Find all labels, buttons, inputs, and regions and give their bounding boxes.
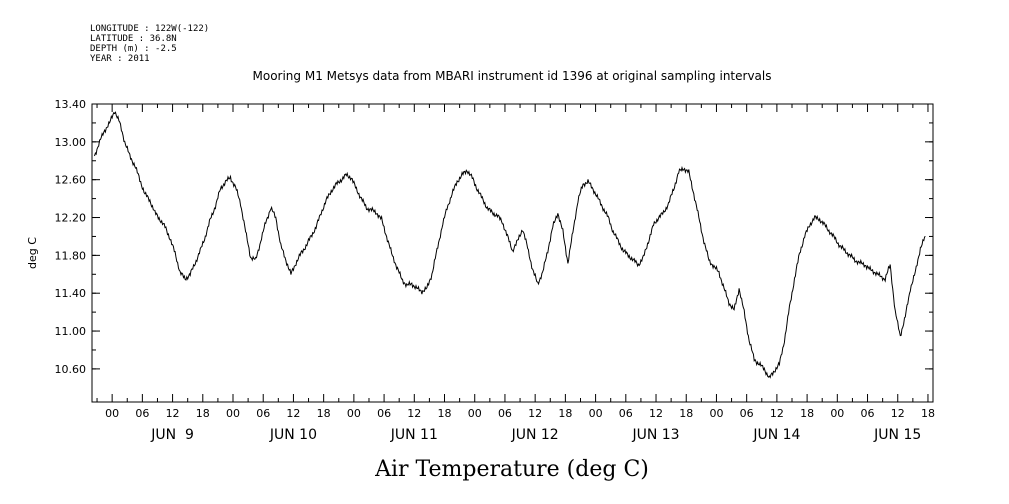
y-tick-label: 12.20 xyxy=(55,212,87,225)
x-tick-label: 18 xyxy=(558,407,572,420)
x-tick-label: 06 xyxy=(861,407,875,420)
x-tick-label: 18 xyxy=(317,407,331,420)
day-label: JUN 14 xyxy=(752,427,800,443)
day-label: JUN 12 xyxy=(511,427,559,443)
y-tick-label: 13.40 xyxy=(55,98,87,111)
chart-title: Mooring M1 Metsys data from MBARI instru… xyxy=(253,69,772,83)
series-layer xyxy=(94,111,926,379)
x-axis-title: Air Temperature (deg C) xyxy=(374,457,649,482)
x-tick-label: 06 xyxy=(256,407,270,420)
year-text: YEAR : 2011 xyxy=(90,54,150,64)
x-tick-label: 06 xyxy=(619,407,633,420)
x-tick-label: 18 xyxy=(438,407,452,420)
x-tick-label: 12 xyxy=(528,407,542,420)
metadata-block: LONGITUDE : 122W(-122) LATITUDE : 36.8N … xyxy=(90,24,209,64)
x-tick-label: 18 xyxy=(679,407,693,420)
y-tick-label: 11.40 xyxy=(55,287,87,300)
x-tick-label: 00 xyxy=(347,407,361,420)
y-tick-label: 10.60 xyxy=(55,363,87,376)
day-label: JUN 13 xyxy=(631,427,679,443)
day-label: JUN 15 xyxy=(873,427,921,443)
x-tick-label: 06 xyxy=(498,407,512,420)
x-tick-label: 12 xyxy=(407,407,421,420)
x-tick-label: 00 xyxy=(830,407,844,420)
x-tick-label: 00 xyxy=(105,407,119,420)
y-axis: 13.40 13.00 12.60 12.20 11.80 11.40 11.00 10.60 xyxy=(55,98,933,376)
x-tick-label: 12 xyxy=(770,407,784,420)
plot-frame xyxy=(91,103,934,403)
day-label: JUN 9 xyxy=(150,427,194,443)
latitude-text: LATITUDE : 36.8N xyxy=(90,34,177,44)
depth-text: DEPTH (m) : -2.5 xyxy=(90,44,177,54)
y-axis-label: deg C xyxy=(26,237,39,269)
y-tick-label: 13.00 xyxy=(55,136,87,149)
air-temperature-line xyxy=(94,111,926,379)
longitude-text: LONGITUDE : 122W(-122) xyxy=(90,24,209,34)
x-tick-label: 00 xyxy=(226,407,240,420)
x-tick-label: 00 xyxy=(468,407,482,420)
x-tick-label: 00 xyxy=(589,407,603,420)
x-tick-label: 12 xyxy=(286,407,300,420)
y-tick-label: 12.60 xyxy=(55,174,87,187)
x-tick-label: 12 xyxy=(891,407,905,420)
x-tick-label: 00 xyxy=(709,407,723,420)
x-tick-label: 18 xyxy=(800,407,814,420)
y-tick-label: 11.00 xyxy=(55,325,87,338)
day-label: JUN 11 xyxy=(390,427,438,443)
x-tick-label: 18 xyxy=(196,407,210,420)
x-tick-label: 12 xyxy=(166,407,180,420)
x-tick-label: 18 xyxy=(921,407,935,420)
x-tick-label: 06 xyxy=(377,407,391,420)
y-tick-label: 11.80 xyxy=(55,249,87,262)
day-label: JUN 10 xyxy=(269,427,317,443)
x-axis: 00 06 12 18 00 06 12 18 00 06 12 18 00 06 12 18 00 06 12 18… xyxy=(96,104,935,420)
x-tick-label: 06 xyxy=(135,407,149,420)
x-tick-label: 06 xyxy=(740,407,754,420)
day-labels: JUN 9 JUN 10 JUN 11 JUN 12 JUN 13 JUN 14 JUN 1… xyxy=(150,427,921,443)
x-tick-label: 12 xyxy=(649,407,663,420)
